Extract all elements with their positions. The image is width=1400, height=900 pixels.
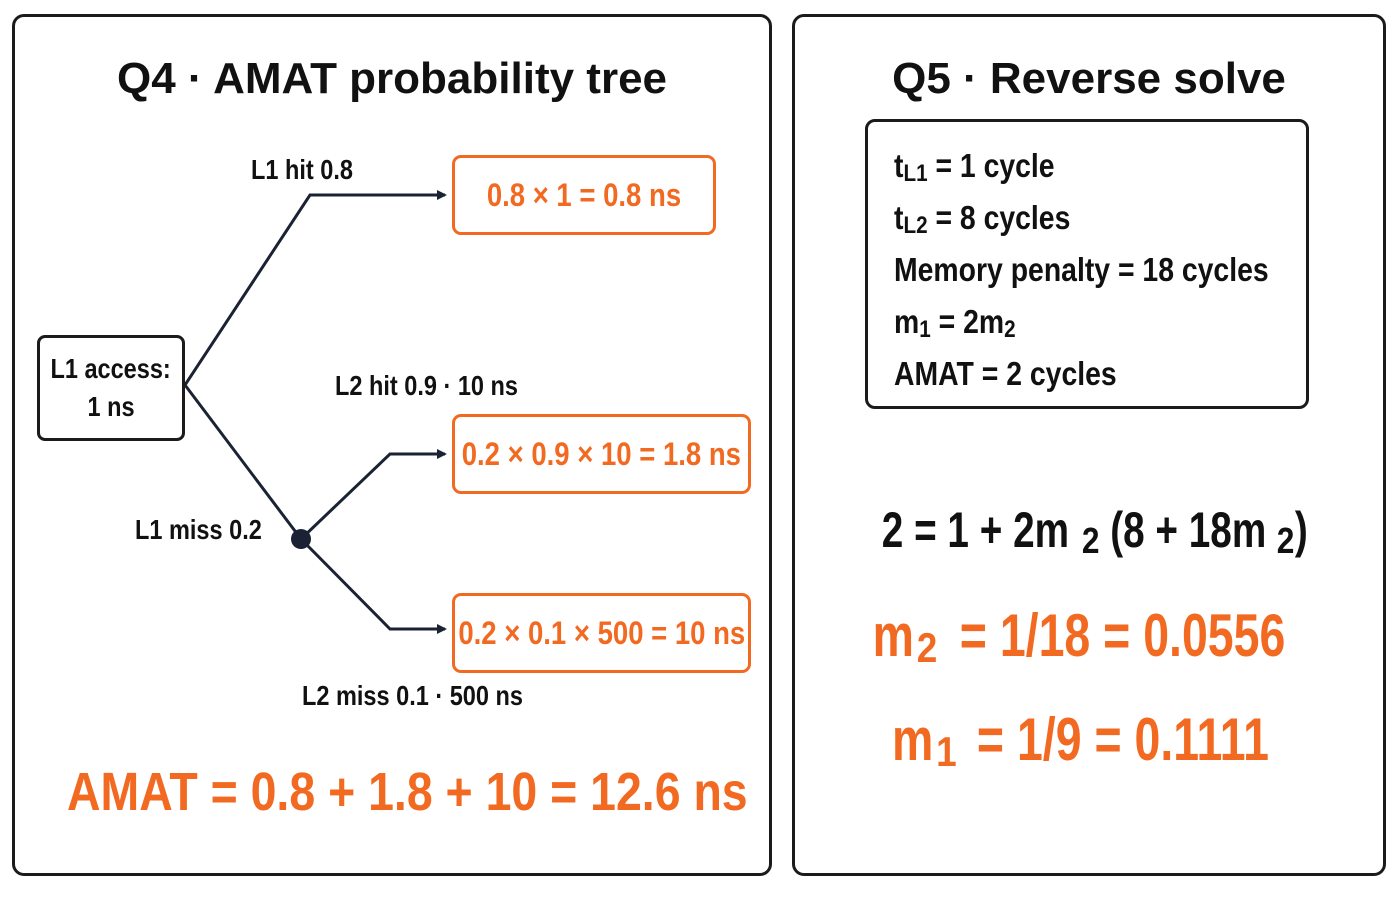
label-l1-miss: L1 miss 0.2 xyxy=(135,514,262,545)
eq-part-b: (8 + 18m xyxy=(1110,502,1267,558)
tl1-subscript: L1 xyxy=(903,160,928,187)
root-line-2: 1 ns xyxy=(87,391,135,422)
eq-part-a: 2 = 1 + 2m xyxy=(881,502,1070,558)
edge-l1-miss xyxy=(183,384,303,540)
probability-tree xyxy=(183,190,447,634)
q4-panel: Q4 · AMAT probability tree L1 access: 1 … xyxy=(12,14,772,876)
eq-sub-2: 2 xyxy=(1276,520,1295,561)
result-m2: m2 = 1/18 = 0.0556 xyxy=(795,601,1383,671)
m1-result-subscript: 1 xyxy=(936,728,957,775)
eq-sub-1: 2 xyxy=(1081,520,1100,561)
q4-title: Q4 · AMAT probability tree xyxy=(116,54,668,103)
given-tl1: tL1 = 1 cycle xyxy=(894,140,1248,192)
amat-result: AMAT = 0.8 + 1.8 + 10 = 12.6 ns xyxy=(67,762,748,822)
leaf-l1-hit-text: 0.8 × 1 = 0.8 ns xyxy=(486,177,682,213)
equation-main: 2 = 1 + 2m 2 (8 + 18m 2) xyxy=(795,499,1383,561)
tl1-symbol: t xyxy=(894,147,904,184)
label-l2-miss: L2 miss 0.1 · 500 ns xyxy=(302,680,523,711)
m2-result-subscript: 2 xyxy=(917,624,938,671)
tl2-value: = 8 cycles xyxy=(927,199,1071,236)
q5-panel: Q5 · Reverse solve tL1 = 1 cycle tL2 = 8… xyxy=(792,14,1386,876)
leaf-l1-hit: 0.8 × 1 = 0.8 ns xyxy=(452,155,716,235)
m1-result-symbol: m xyxy=(892,706,934,773)
m2-subscript: 2 xyxy=(1004,316,1016,343)
leaf-l2-hit-text: 0.2 × 0.9 × 10 = 1.8 ns xyxy=(461,436,742,472)
eq-part-c: ) xyxy=(1295,502,1309,558)
miss-node xyxy=(291,529,311,549)
result-m1: m1 = 1/9 = 0.1111 xyxy=(795,705,1383,775)
m1-subscript: 1 xyxy=(919,316,931,343)
label-l2-hit: L2 hit 0.9 · 10 ns xyxy=(335,370,519,401)
m1-symbol: m xyxy=(894,303,920,340)
m2-result-value: = 1/18 = 0.0556 xyxy=(959,602,1286,669)
given-tl2: tL2 = 8 cycles xyxy=(894,192,1248,244)
given-amat: AMAT = 2 cycles xyxy=(894,355,1117,392)
tl2-symbol: t xyxy=(894,199,904,236)
givens-box: tL1 = 1 cycle tL2 = 8 cycles Memory pena… xyxy=(865,119,1309,409)
tl1-value: = 1 cycle xyxy=(927,147,1055,184)
label-l1-hit: L1 hit 0.8 xyxy=(251,154,353,185)
leaf-l2-miss: 0.2 × 0.1 × 500 = 10 ns xyxy=(452,593,751,673)
m2-result-symbol: m xyxy=(873,602,915,669)
given-memory-penalty: Memory penalty = 18 cycles xyxy=(894,251,1269,288)
m1-result-value: = 1/9 = 0.1111 xyxy=(976,706,1269,773)
root-node-l1-access: L1 access: 1 ns xyxy=(37,335,185,441)
edge-l2-hit xyxy=(299,449,447,541)
leaf-l2-miss-text: 0.2 × 0.1 × 500 = 10 ns xyxy=(458,615,745,651)
edge-l1-hit xyxy=(183,190,447,386)
m1-relation: = 2m xyxy=(930,303,1005,340)
tl2-subscript: L2 xyxy=(903,212,928,239)
root-line-1: L1 access: xyxy=(50,353,172,384)
given-m1: m1 = 2m2 xyxy=(894,296,1248,348)
q5-title: Q5 · Reverse solve xyxy=(892,54,1286,103)
leaf-l2-hit: 0.2 × 0.9 × 10 = 1.8 ns xyxy=(452,414,751,494)
edge-l2-miss xyxy=(299,537,447,634)
